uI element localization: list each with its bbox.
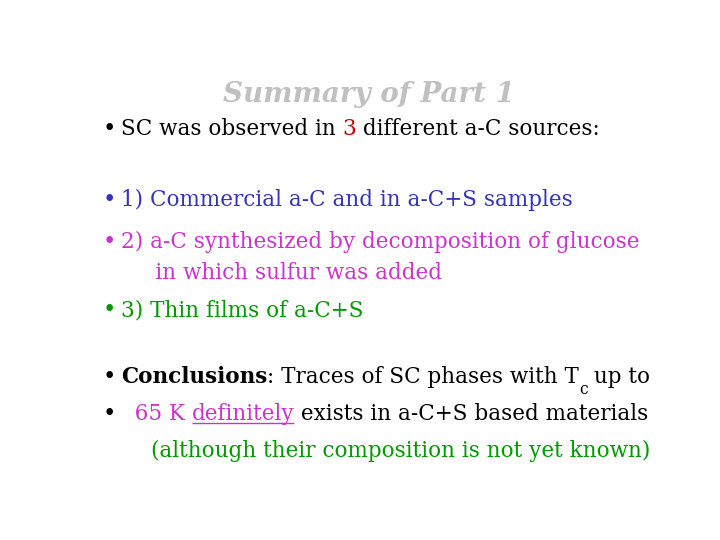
Text: 1) Commercial a-C and in a-C+S samples: 1) Commercial a-C and in a-C+S samples [121,189,572,211]
Text: Conclusions: Conclusions [121,366,267,388]
Text: •: • [103,403,116,425]
Text: •: • [103,118,116,140]
Text: •: • [103,366,116,388]
Text: 65 K: 65 K [121,403,192,425]
Text: : Traces of SC phases with T: : Traces of SC phases with T [267,366,579,388]
Text: •: • [103,231,116,253]
Text: in which sulfur was added: in which sulfur was added [121,262,441,284]
Text: SC was observed in: SC was observed in [121,118,342,140]
Text: 2) a-C synthesized by decomposition of glucose: 2) a-C synthesized by decomposition of g… [121,231,639,253]
Text: up to: up to [588,366,650,388]
Text: c: c [579,381,588,397]
Text: definitely: definitely [192,403,294,425]
Text: (although their composition is not yet known): (although their composition is not yet k… [151,440,651,462]
Text: different a-C sources:: different a-C sources: [356,118,600,140]
Text: 3: 3 [342,118,356,140]
Text: Summary of Part 1: Summary of Part 1 [223,82,515,109]
Text: •: • [103,299,116,321]
Text: 3) Thin films of a-C+S: 3) Thin films of a-C+S [121,299,363,321]
Text: exists in a-C+S based materials: exists in a-C+S based materials [294,403,649,425]
Text: •: • [103,189,116,211]
